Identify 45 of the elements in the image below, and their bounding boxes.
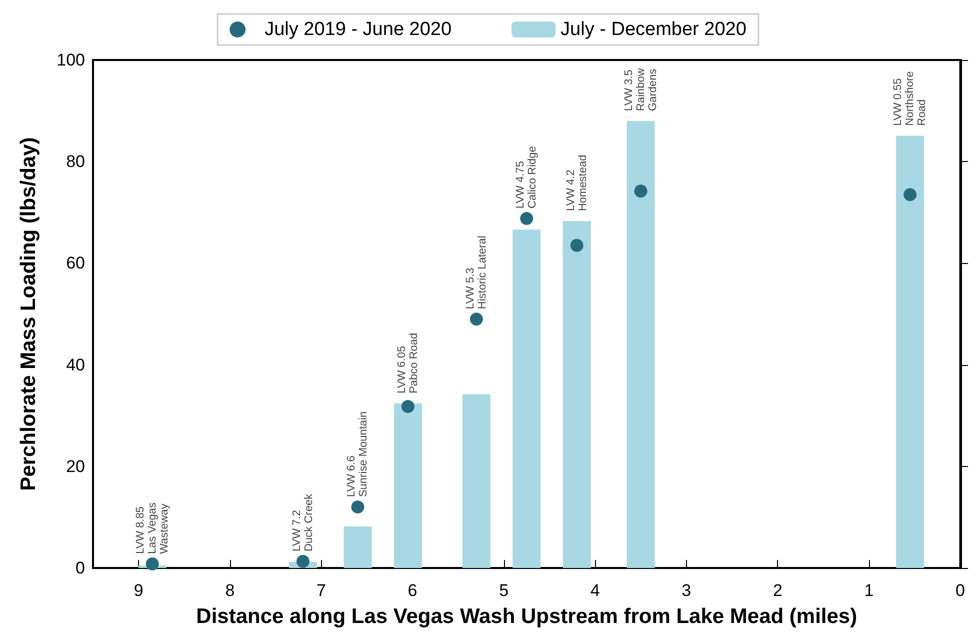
x-tick-label: 4 (590, 581, 600, 600)
y-tick-label: 60 (66, 254, 85, 273)
annotation: LVW 4.75 Calico Ridge (514, 146, 539, 208)
y-tick-label: 100 (56, 50, 85, 70)
bar (896, 136, 924, 568)
legend-label: July - December 2020 (560, 19, 746, 40)
y-tick-label: 80 (66, 152, 85, 172)
x-tick-label: 7 (316, 581, 326, 600)
x-tick-label: 3 (682, 581, 692, 600)
annotation: LVW 5.3 Historic Lateral (464, 236, 488, 310)
annotation: LVW 6.6 Sunrise Mountain (346, 411, 370, 498)
y-tick-label: 20 (66, 456, 85, 476)
x-tick-label: 6 (408, 581, 418, 600)
y-tick-label: 40 (66, 355, 85, 374)
y-axis-title: Perchlorate Mass Loading (lbs/day) (17, 137, 40, 491)
annotation: LVW 3.5 Rainbow Gardens (622, 68, 659, 111)
bar (626, 120, 655, 568)
bar (394, 403, 422, 568)
x-axis-title: Distance along Las Vegas Wash Upstream from Lake Mead (miles) (196, 605, 858, 628)
point (351, 500, 364, 514)
point (634, 184, 648, 198)
x-tick-label: 9 (134, 581, 144, 600)
point (470, 312, 483, 326)
bar (344, 526, 372, 568)
annotation: LVW 6.05 Pabco Road (396, 332, 420, 394)
bar (462, 394, 490, 568)
annotation: LVW 0.55 Northshore Road (892, 71, 928, 126)
y-tick-label: 0 (76, 558, 85, 578)
x-tick-label: 8 (225, 581, 235, 600)
x-tick-label: 2 (772, 581, 782, 600)
point (296, 554, 310, 568)
point (520, 212, 534, 225)
point (146, 557, 159, 570)
x-tick-label: 0 (956, 581, 966, 600)
x-tick-label: 5 (499, 581, 509, 600)
annotation: LVW 4.2 Homestead (564, 154, 589, 212)
point (570, 238, 584, 252)
annotation: LVW 8.85 Las Vegas Wasteway (134, 502, 170, 554)
bar (562, 221, 591, 568)
x-tick-label: 1 (864, 581, 874, 600)
point (401, 400, 414, 413)
point (904, 188, 917, 202)
bar (512, 230, 541, 568)
legend-label: July 2019 - June 2020 (264, 19, 452, 40)
annotation: LVW 7.2 Duck Creek (290, 493, 315, 552)
